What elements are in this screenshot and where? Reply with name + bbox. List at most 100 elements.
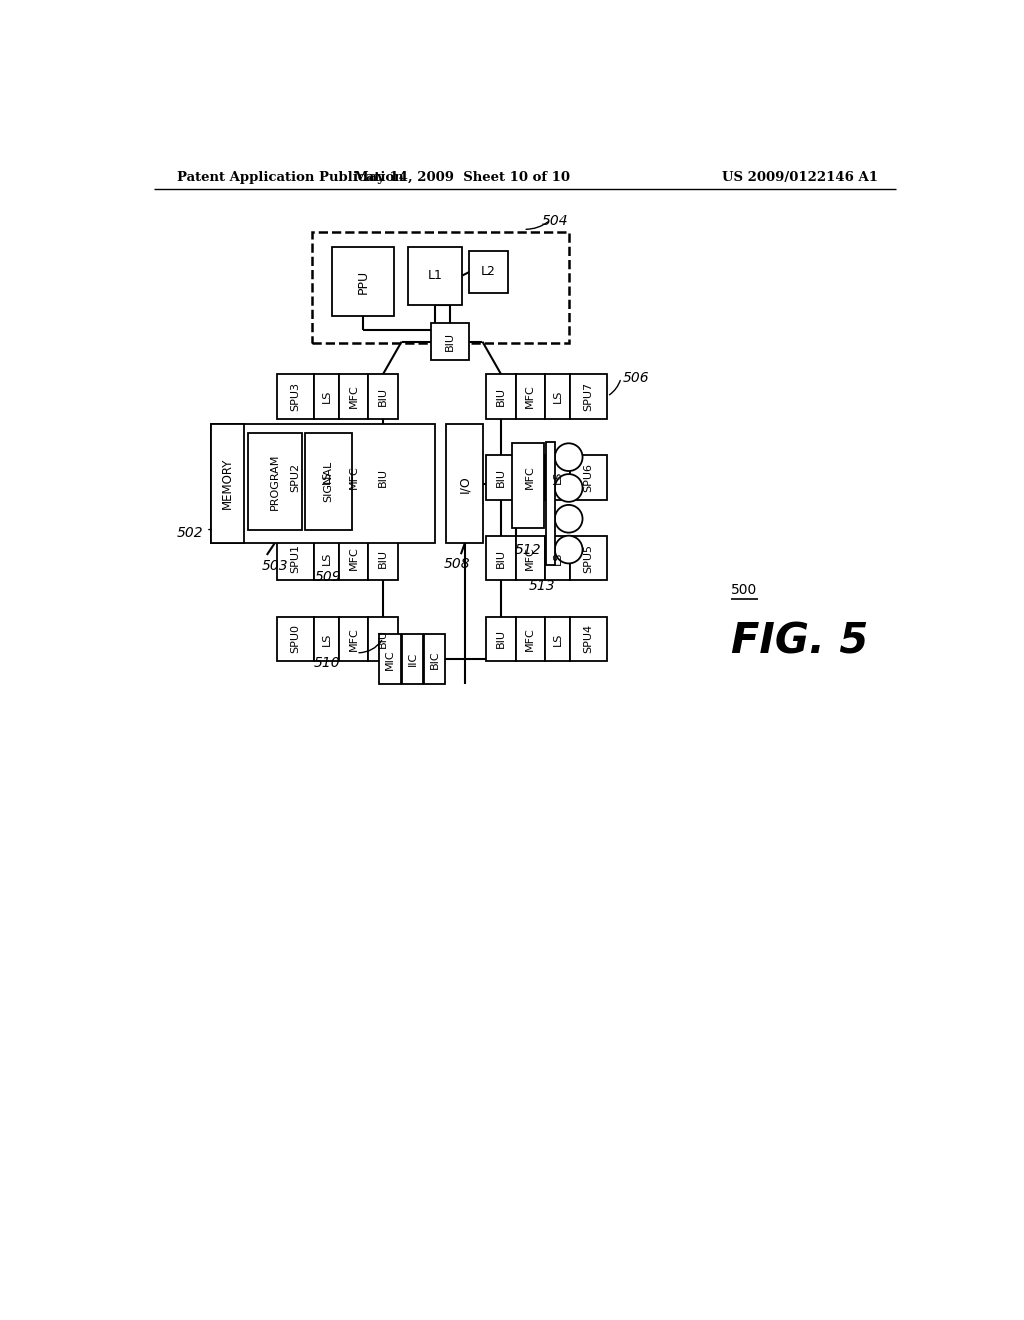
Bar	[570, 616, 607, 661]
Text: LS: LS	[322, 470, 332, 484]
Text: BIC: BIC	[430, 649, 439, 669]
Bar	[339, 536, 369, 581]
Text: 506: 506	[623, 371, 649, 385]
Bar	[333, 247, 394, 317]
Bar	[486, 455, 515, 499]
Bar	[369, 536, 397, 581]
Text: L2: L2	[481, 265, 496, 279]
Bar	[276, 374, 313, 418]
Bar	[305, 433, 351, 529]
Text: BIU: BIU	[445, 333, 455, 351]
Bar	[431, 323, 469, 360]
Text: BIU: BIU	[378, 467, 388, 487]
Text: US 2009/0122146 A1: US 2009/0122146 A1	[723, 172, 879, 185]
Text: MFC: MFC	[525, 546, 536, 570]
Text: MFC: MFC	[525, 466, 536, 488]
Bar	[545, 616, 570, 661]
Bar	[446, 424, 483, 544]
Bar	[369, 374, 397, 418]
Bar	[401, 635, 423, 684]
Bar	[408, 247, 462, 305]
Text: BIU: BIU	[378, 549, 388, 568]
Bar	[313, 616, 339, 661]
Bar	[545, 455, 570, 499]
Bar	[339, 455, 369, 499]
Text: 513: 513	[528, 579, 555, 593]
Bar	[339, 374, 369, 418]
Text: PPU: PPU	[356, 269, 370, 293]
Bar	[545, 374, 570, 418]
Bar	[369, 455, 397, 499]
Circle shape	[555, 536, 583, 564]
Text: SPU3: SPU3	[291, 381, 300, 411]
Text: 503: 503	[261, 558, 288, 573]
Bar	[515, 455, 545, 499]
Text: 502: 502	[177, 527, 204, 540]
Text: MFC: MFC	[525, 627, 536, 651]
Text: 504: 504	[542, 214, 568, 227]
Text: MFC: MFC	[525, 384, 536, 408]
Text: MEMORY: MEMORY	[221, 458, 234, 510]
Text: 512: 512	[515, 544, 542, 557]
Circle shape	[555, 444, 583, 471]
Text: LS: LS	[553, 470, 562, 484]
Bar	[486, 374, 515, 418]
Text: MFC: MFC	[349, 546, 358, 570]
Bar	[311, 231, 569, 343]
Text: 509: 509	[315, 570, 342, 585]
Bar	[313, 536, 339, 581]
Text: May 14, 2009  Sheet 10 of 10: May 14, 2009 Sheet 10 of 10	[353, 172, 569, 185]
Text: L1: L1	[427, 269, 442, 282]
Text: SPU7: SPU7	[584, 381, 594, 411]
Bar	[248, 433, 301, 529]
Bar	[276, 455, 313, 499]
Bar	[486, 616, 515, 661]
Bar	[424, 635, 445, 684]
Bar	[570, 536, 607, 581]
Text: SPU0: SPU0	[291, 624, 300, 653]
Text: IIC: IIC	[408, 652, 418, 667]
Bar	[276, 536, 313, 581]
Text: 508: 508	[443, 557, 470, 572]
Text: LS: LS	[322, 552, 332, 565]
Text: LS: LS	[322, 632, 332, 645]
Bar	[369, 616, 397, 661]
Text: BIU: BIU	[378, 630, 388, 648]
Bar	[339, 616, 369, 661]
Bar	[211, 424, 244, 544]
Bar	[379, 635, 400, 684]
Text: SPU5: SPU5	[584, 544, 594, 573]
Text: MFC: MFC	[349, 627, 358, 651]
Bar	[276, 616, 313, 661]
Text: MFC: MFC	[349, 384, 358, 408]
Text: LS: LS	[322, 389, 332, 403]
Text: LS: LS	[553, 632, 562, 645]
Text: LS: LS	[553, 389, 562, 403]
Text: 510: 510	[314, 656, 341, 669]
Text: 500: 500	[731, 583, 758, 598]
Bar	[570, 455, 607, 499]
Bar	[313, 455, 339, 499]
Text: BIU: BIU	[378, 387, 388, 405]
Text: BIU: BIU	[496, 630, 506, 648]
Text: PROGRAM: PROGRAM	[269, 453, 280, 510]
Text: Patent Application Publication: Patent Application Publication	[177, 172, 403, 185]
Text: SPU4: SPU4	[584, 624, 594, 653]
Bar	[211, 424, 435, 544]
Circle shape	[555, 504, 583, 532]
Bar	[515, 616, 545, 661]
Bar	[546, 442, 555, 565]
Bar	[486, 536, 515, 581]
Text: FIG. 5: FIG. 5	[731, 620, 868, 663]
Bar	[512, 444, 544, 528]
Text: BIU: BIU	[496, 387, 506, 405]
Circle shape	[555, 474, 583, 502]
Text: LS: LS	[553, 552, 562, 565]
Text: MIC: MIC	[385, 649, 395, 669]
Text: MFC: MFC	[349, 466, 358, 488]
Bar	[515, 374, 545, 418]
Bar	[313, 374, 339, 418]
Text: SPU1: SPU1	[291, 544, 300, 573]
Bar	[570, 374, 607, 418]
Bar	[545, 536, 570, 581]
